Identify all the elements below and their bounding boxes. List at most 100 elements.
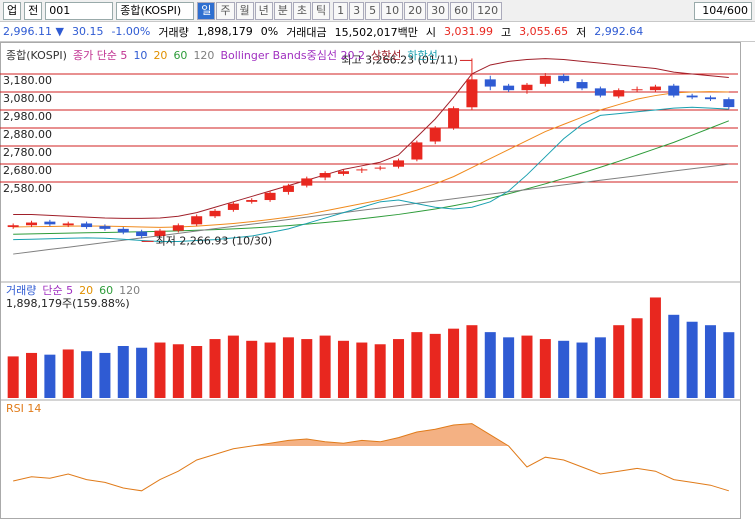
button[interactable]: 20: [404, 1, 427, 20]
button[interactable]: 월: [235, 1, 254, 20]
label: 거래대금: [286, 25, 327, 39]
candle-body: [227, 203, 239, 210]
volume-bar: [484, 332, 496, 398]
label: 저: [576, 25, 587, 39]
market[interactable]: 업: [3, 1, 22, 20]
button[interactable]: 1: [333, 1, 349, 20]
candle-body: [337, 171, 349, 174]
volume-bar: [448, 328, 460, 398]
button[interactable]: 60: [450, 1, 473, 20]
change: 30.15: [71, 25, 104, 38]
candle-body: [136, 231, 148, 237]
volume-bar: [411, 332, 423, 398]
volume-bar: [613, 325, 625, 398]
volume-bar: [686, 321, 698, 398]
candle-body: [172, 225, 184, 231]
volume-rate: 0%: [260, 25, 279, 38]
button[interactable]: 10: [381, 1, 404, 20]
chart: 3,180.00 3,080.00 2,980.00 2,880.00 2,780.00…: [0, 42, 741, 519]
volume-bar: [503, 337, 515, 398]
volume-bar: [356, 342, 368, 398]
button[interactable]: 5: [365, 1, 381, 20]
label: 시: [425, 25, 437, 39]
volume-bar: [631, 318, 643, 398]
y-tick-label: 2,980.00: [3, 110, 52, 123]
y-tick-label: 2,780.00: [3, 146, 52, 159]
volume-bar: [227, 335, 239, 398]
button[interactable]: 분: [273, 1, 292, 20]
rsi-line: [13, 423, 729, 492]
volume-bar: [466, 325, 478, 398]
kind[interactable]: 전: [24, 1, 43, 20]
volume-bar: [172, 344, 184, 398]
legend-item: 종가 단순 5: [73, 49, 127, 62]
button[interactable]: 년: [254, 1, 273, 20]
low: 2,992.64: [594, 25, 644, 38]
legend-item: 10: [133, 49, 147, 62]
candle-body: [686, 95, 698, 98]
annotation: 최저 2,266.93 (10/30): [156, 234, 273, 247]
volume-bar: [191, 346, 203, 398]
line: [13, 106, 729, 242]
button[interactable]: 틱: [312, 1, 331, 20]
count[interactable]: 104/600: [694, 1, 752, 20]
annotation: 최고 3,266.23 (01/11): [341, 53, 458, 66]
volume-bar: [393, 339, 405, 398]
volume-bar: [594, 337, 606, 398]
open: 3,031.99: [444, 25, 494, 38]
candle-body: [668, 85, 680, 96]
button[interactable]: 초: [292, 1, 311, 20]
candle-body: [539, 75, 551, 84]
legend-item: 120: [119, 284, 140, 297]
candle-body: [576, 82, 588, 89]
legend-item: 60: [173, 49, 187, 62]
intervals: 1 3 5 10 20 30 60 120: [333, 1, 503, 20]
legend-item: 20: [153, 49, 167, 62]
name[interactable]: 종합(KOSPI): [116, 1, 195, 20]
volume-bar: [374, 344, 386, 398]
candle-body: [282, 185, 294, 192]
volume-bar: [521, 335, 533, 398]
amount: 15,502,017백만: [334, 25, 418, 39]
volume-bar: [117, 346, 129, 398]
volume-bar: [246, 340, 258, 398]
button[interactable]: 주: [216, 1, 235, 20]
candle-body: [429, 127, 441, 142]
candle-body: [209, 210, 221, 217]
button[interactable]: 일: [197, 1, 216, 20]
candle-body: [99, 226, 111, 229]
candle-body: [356, 169, 368, 171]
candle-body: [301, 178, 313, 186]
candle-body: [264, 192, 276, 201]
button[interactable]: 30: [427, 1, 450, 20]
legend-item: 종합(KOSPI): [6, 49, 67, 62]
legend-item: 20: [79, 284, 93, 297]
candle-body: [558, 75, 570, 82]
volume-bar: [558, 340, 570, 398]
candle-body: [649, 86, 661, 91]
line: [13, 163, 729, 255]
legend-item: 단순 5: [42, 284, 73, 297]
volume-bar: [723, 332, 735, 398]
y-tick-label: 3,080.00: [3, 92, 52, 105]
candle-body: [704, 97, 716, 100]
code[interactable]: 001: [45, 1, 114, 20]
y-tick-label: 2,880.00: [3, 128, 52, 141]
candle-body: [594, 88, 606, 96]
candle-body: [484, 79, 496, 87]
volume-bar: [136, 347, 148, 398]
volume: 1,898,179: [196, 25, 253, 38]
candle-body: [319, 173, 331, 178]
legend-item: 120: [193, 49, 214, 62]
button[interactable]: 120: [473, 1, 503, 20]
candle-body: [723, 99, 735, 108]
volume-bar: [668, 314, 680, 398]
candle-body: [631, 89, 643, 91]
candle-body: [81, 223, 93, 228]
button[interactable]: 3: [349, 1, 365, 20]
volume-bar: [319, 335, 331, 398]
legend-item: Bollinger Bands중심선 20.2: [220, 49, 365, 62]
